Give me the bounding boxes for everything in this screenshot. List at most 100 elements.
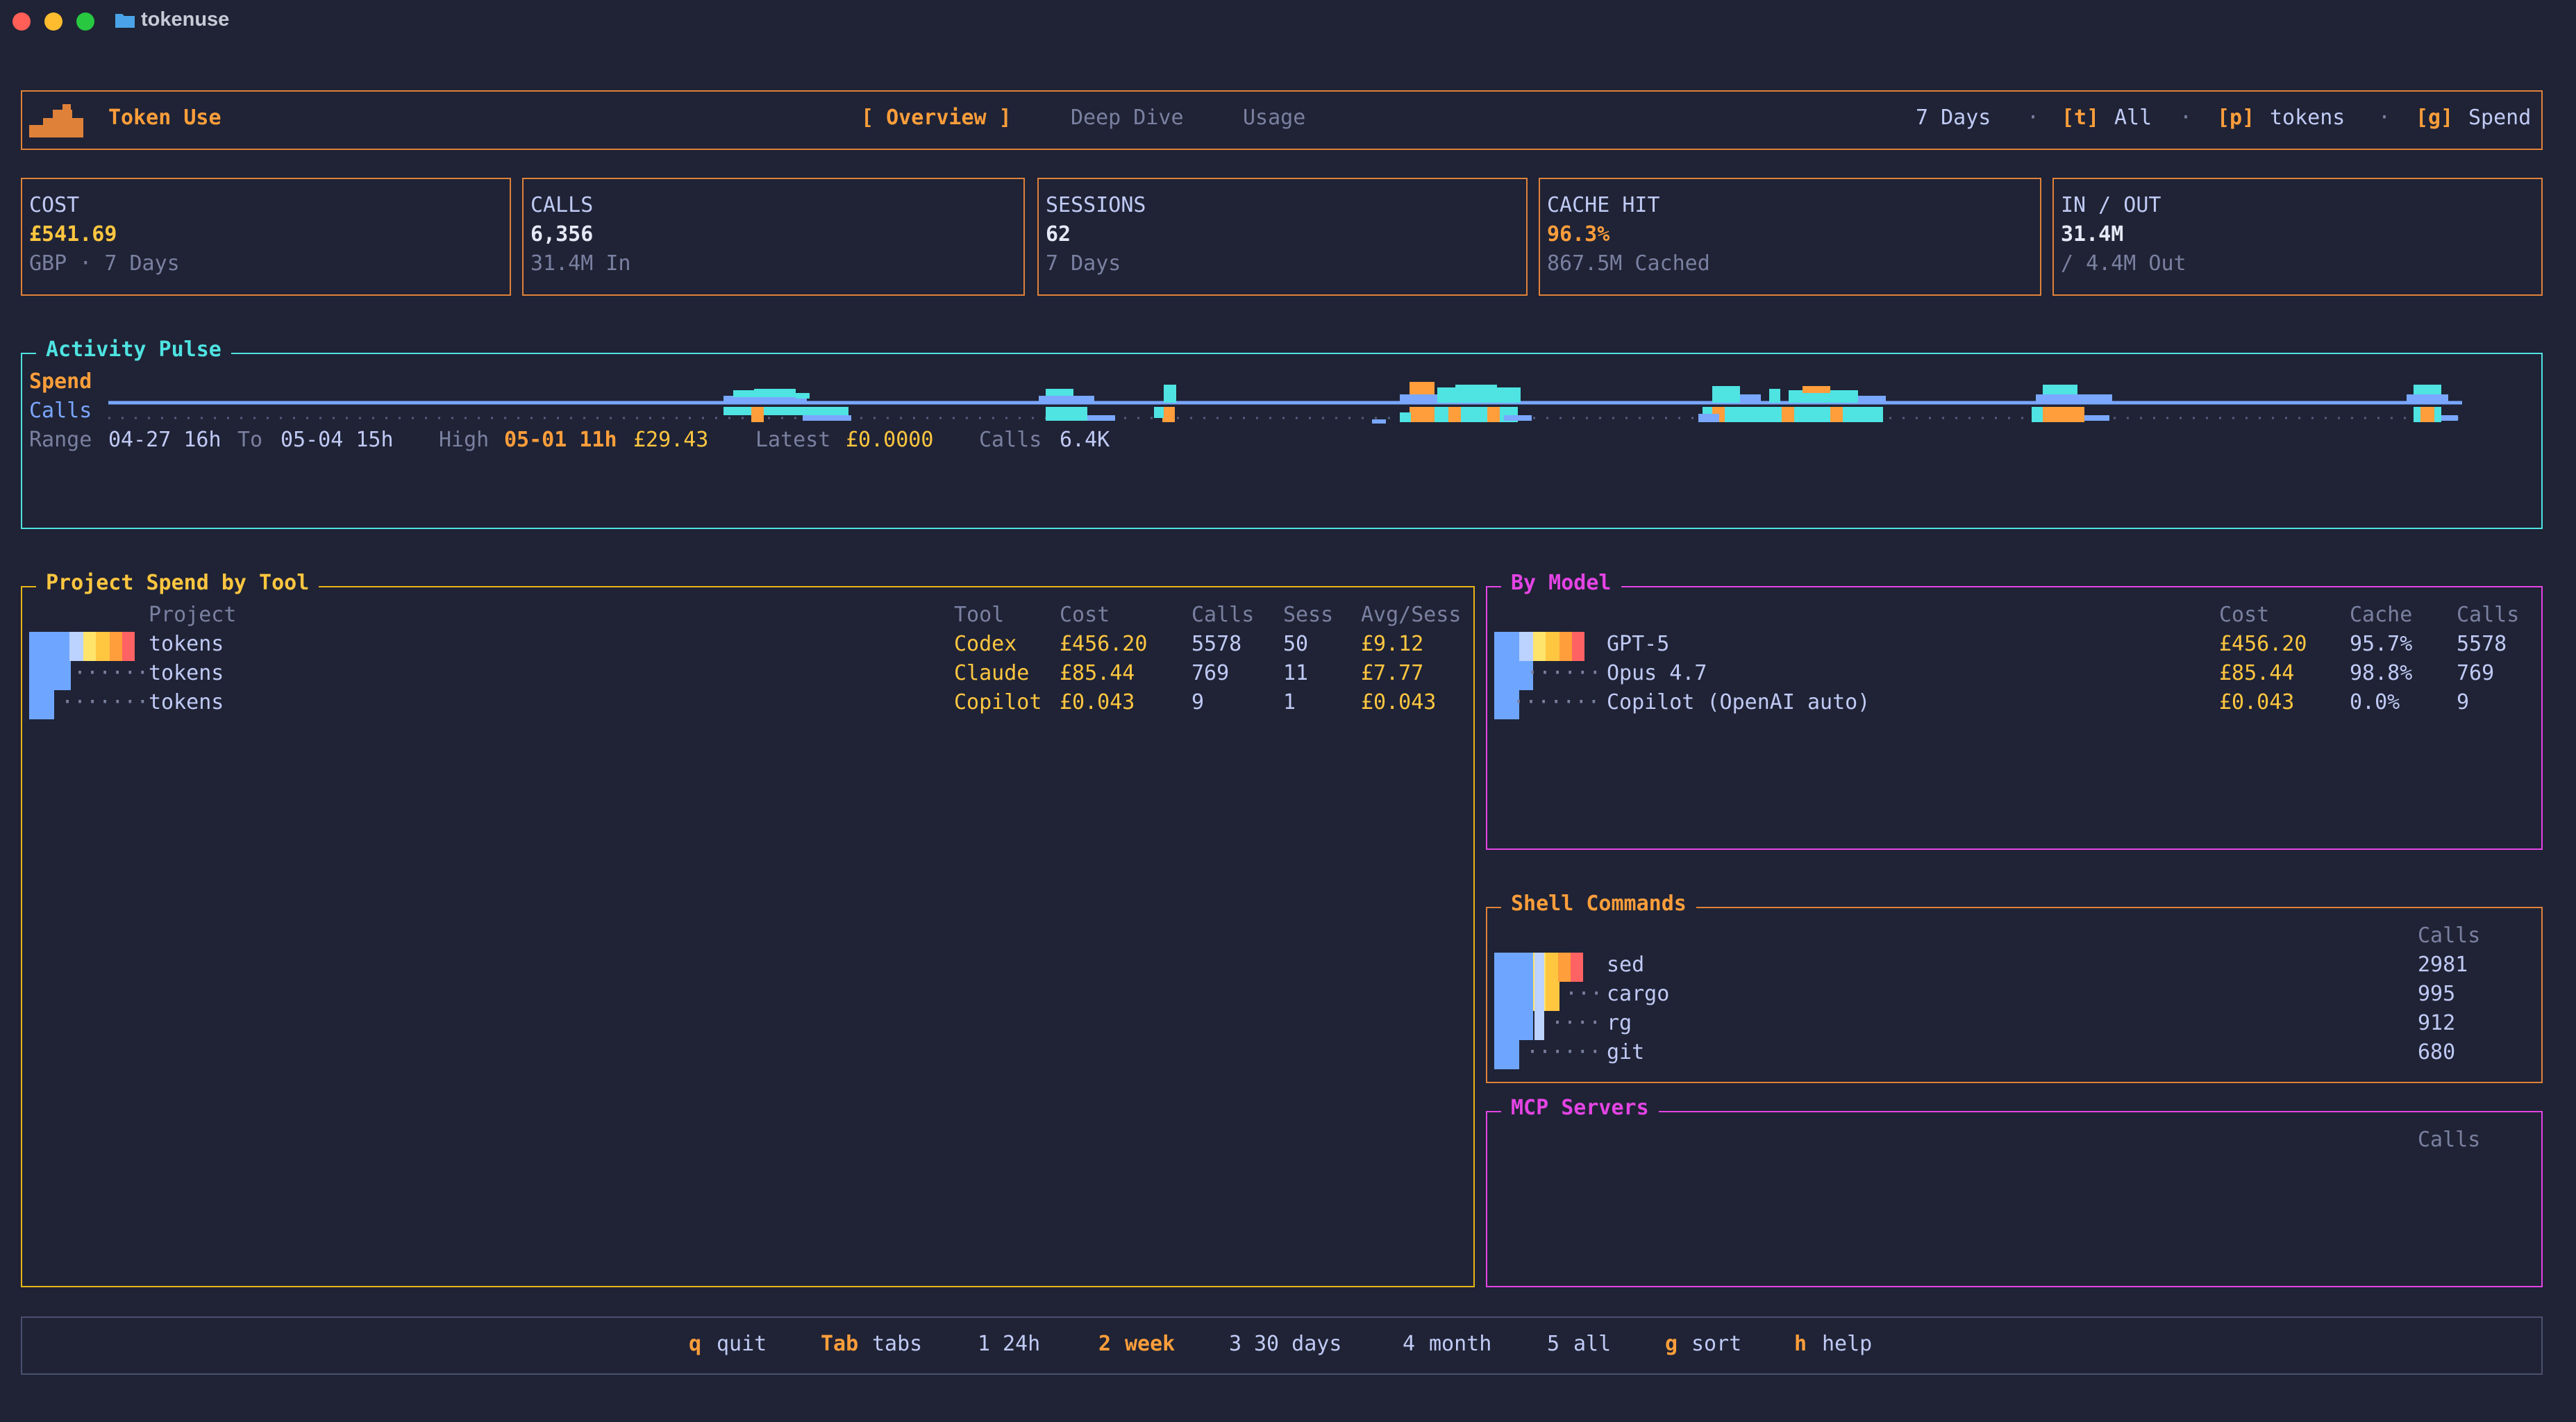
toggle-tokens-key[interactable]: [p] [2217,106,2255,130]
high-label: High [439,428,490,452]
window-title: tokenuse [141,8,230,31]
stat-value: 31.4M [2061,222,2124,246]
stat-card-cost: COST £541.69 GBP · 7 Days [21,178,511,296]
command-name: cargo [1607,982,1670,1006]
label-month[interactable]: month [1429,1332,1492,1356]
sessions: 1 [1283,690,1296,714]
calls: 769 [1191,661,1230,685]
label-tabs[interactable]: tabs [872,1332,923,1356]
tool-name: Claude [954,661,1030,685]
stat-sub: 7 Days [1046,251,1121,276]
avg-per-session: £0.043 [1361,690,1437,714]
toggle-all-key[interactable]: [t] [2061,106,2100,130]
toggle-spend-label[interactable]: Spend [2468,106,2532,130]
range-label: 7 Days [1916,106,1991,130]
avg-per-session: £7.77 [1361,661,1424,685]
panel-title: By Model [1501,571,1621,595]
key-month[interactable]: 4 [1403,1332,1416,1356]
shell-commands-bars [1494,953,1583,1069]
stat-card-in-out: IN / OUT 31.4M / 4.4M Out [2052,178,2543,296]
project-name: tokens [149,632,224,656]
key-sort[interactable]: g [1665,1332,1678,1356]
stat-key: COST [29,193,80,217]
row-lead: ···· [1551,1011,1602,1035]
key-tabs[interactable]: Tab [821,1332,859,1356]
stat-value: 6,356 [530,222,594,246]
stat-card-sessions: SESSIONS 62 7 Days [1037,178,1528,296]
cache: 98.8% [2350,661,2413,685]
key-help[interactable]: h [1794,1332,1807,1356]
close-window-button[interactable] [12,12,31,31]
col-header-calls: Calls [1191,603,1255,627]
model-name: Opus 4.7 [1607,661,1707,685]
tab-usage[interactable]: Usage [1243,106,1306,130]
col-header-avg-sess: Avg/Sess [1361,603,1462,627]
stat-card-cache-hit: CACHE HIT 96.3% 867.5M Cached [1539,178,2041,296]
tab-overview[interactable]: [ Overview ] [861,106,1012,130]
high-time: 05-01 11h [504,428,617,452]
minimize-window-button[interactable] [44,12,62,31]
cache: 95.7% [2350,632,2413,656]
tool-name: Codex [954,632,1017,656]
panel-title: Project Spend by Tool [36,571,319,595]
col-header-calls: Calls [2418,1128,2481,1152]
calls-row-label: Calls [29,399,92,423]
panel-title: Shell Commands [1501,892,1696,916]
label-sort[interactable]: sort [1691,1332,1742,1356]
avg-per-session: £9.12 [1361,632,1424,656]
stat-card-calls: CALLS 6,356 31.4M In [522,178,1025,296]
label-30-days[interactable]: 30 days [1254,1332,1342,1356]
label-quit[interactable]: quit [717,1332,767,1356]
stat-sub: / 4.4M Out [2061,251,2186,276]
sessions: 50 [1283,632,1309,656]
key-week[interactable]: 2 [1098,1332,1112,1356]
calls: 995 [2418,982,2456,1006]
toggle-all-label[interactable]: All [2114,106,2152,130]
col-header-cache: Cache [2350,603,2413,627]
token-use-logo-icon [29,104,83,137]
calls: 9 [2457,690,2470,714]
label-help[interactable]: help [1822,1332,1873,1356]
label-24h[interactable]: 24h [1003,1332,1041,1356]
toggle-tokens-label[interactable]: tokens [2270,106,2345,130]
to-label: To [237,428,263,452]
model-name: GPT-5 [1607,632,1670,656]
sessions: 11 [1283,661,1309,685]
cost: £85.44 [1060,661,1135,685]
toggle-spend-key[interactable]: [g] [2416,106,2454,130]
activity-sparkline [108,382,2462,424]
shell-commands-panel: Shell Commands Calls ··· ···· ······ sed… [1486,892,2543,1083]
label-week[interactable]: week [1125,1332,1176,1356]
stat-key: IN / OUT [2061,193,2161,217]
separator: · [2027,106,2040,130]
calls: 769 [2457,661,2495,685]
key-24h[interactable]: 1 [978,1332,991,1356]
range-to: 05-04 15h [281,428,394,452]
key-quit[interactable]: q [689,1332,702,1356]
cost: £456.20 [1060,632,1148,656]
separator: · [2378,106,2391,130]
key-all[interactable]: 5 [1547,1332,1560,1356]
range-from: 04-27 16h [108,428,221,452]
calls: 2981 [2418,953,2468,977]
calls: 5578 [2457,632,2507,656]
window-titlebar: tokenuse [0,0,2576,42]
project-name: tokens [149,661,224,685]
cache: 0.0% [2350,690,2400,714]
tab-deep-dive[interactable]: Deep Dive [1071,106,1184,130]
cost: £0.043 [1060,690,1135,714]
stat-value: 96.3% [1547,222,1610,246]
footer-keybar: q quit Tab tabs 1 24h 2 week 3 30 days 4… [21,1316,2543,1375]
col-header-cost: Cost [1060,603,1110,627]
tool-name: Copilot [954,690,1042,714]
app-name: Token Use [108,106,221,130]
label-all[interactable]: all [1573,1332,1612,1356]
key-30-days[interactable]: 3 [1229,1332,1242,1356]
calls: 9 [1191,690,1205,714]
zoom-window-button[interactable] [76,12,94,31]
by-model-bars [1494,632,1584,719]
stat-value: 62 [1046,222,1071,246]
range-label: Range [29,428,92,452]
stat-sub: 31.4M In [530,251,631,276]
stat-sub: 867.5M Cached [1547,251,1710,276]
